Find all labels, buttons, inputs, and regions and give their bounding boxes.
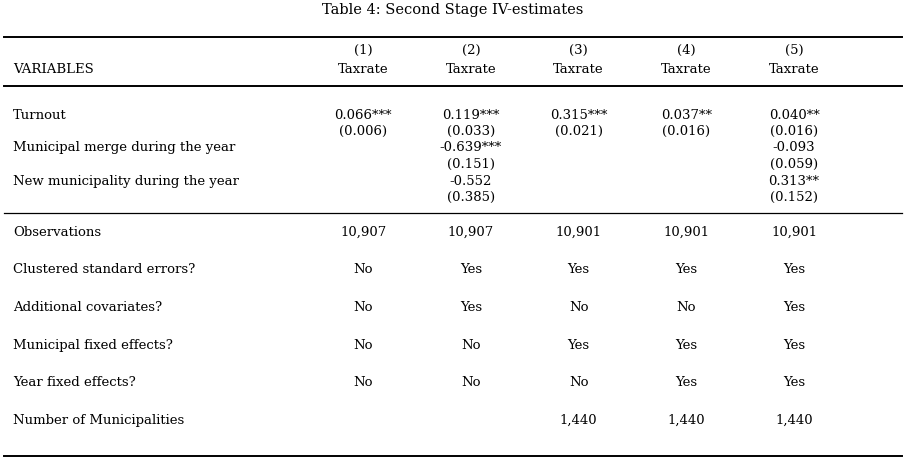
Text: 0.119***: 0.119***: [442, 109, 499, 122]
Text: 0.066***: 0.066***: [334, 109, 392, 122]
Text: VARIABLES: VARIABLES: [14, 63, 94, 76]
Text: (0.021): (0.021): [554, 125, 602, 138]
Text: Yes: Yes: [783, 263, 805, 276]
Text: No: No: [353, 301, 373, 314]
Text: Yes: Yes: [568, 263, 590, 276]
Text: No: No: [353, 377, 373, 390]
Text: Yes: Yes: [675, 263, 698, 276]
Text: 10,901: 10,901: [555, 226, 602, 239]
Text: Yes: Yes: [783, 377, 805, 390]
Text: (2): (2): [462, 44, 480, 57]
Text: (0.033): (0.033): [447, 125, 495, 138]
Text: (0.152): (0.152): [770, 191, 818, 204]
Text: Taxrate: Taxrate: [661, 63, 712, 76]
Text: -0.093: -0.093: [773, 141, 815, 154]
Text: 1,440: 1,440: [776, 414, 813, 427]
Text: No: No: [461, 377, 481, 390]
Text: (0.016): (0.016): [662, 125, 710, 138]
Text: (3): (3): [569, 44, 588, 57]
Text: Municipal fixed effects?: Municipal fixed effects?: [14, 339, 173, 352]
Text: 10,907: 10,907: [340, 226, 386, 239]
Text: No: No: [569, 301, 588, 314]
Text: Taxrate: Taxrate: [446, 63, 496, 76]
Text: New municipality during the year: New municipality during the year: [14, 175, 239, 188]
Text: Yes: Yes: [675, 377, 698, 390]
Text: Yes: Yes: [783, 339, 805, 352]
Text: No: No: [569, 377, 588, 390]
Text: Taxrate: Taxrate: [769, 63, 819, 76]
Text: Turnout: Turnout: [14, 109, 67, 122]
Text: Observations: Observations: [14, 226, 101, 239]
Text: 0.315***: 0.315***: [550, 109, 607, 122]
Text: Taxrate: Taxrate: [338, 63, 389, 76]
Text: Table 4: Second Stage IV-estimates: Table 4: Second Stage IV-estimates: [323, 3, 583, 17]
Text: Yes: Yes: [675, 339, 698, 352]
Text: Yes: Yes: [460, 263, 482, 276]
Text: (0.006): (0.006): [339, 125, 387, 138]
Text: 1,440: 1,440: [560, 414, 597, 427]
Text: Yes: Yes: [568, 339, 590, 352]
Text: 10,901: 10,901: [771, 226, 817, 239]
Text: 1,440: 1,440: [668, 414, 705, 427]
Text: Yes: Yes: [460, 301, 482, 314]
Text: No: No: [461, 339, 481, 352]
Text: (4): (4): [677, 44, 696, 57]
Text: Number of Municipalities: Number of Municipalities: [14, 414, 185, 427]
Text: 0.313**: 0.313**: [768, 175, 820, 188]
Text: (1): (1): [354, 44, 372, 57]
Text: -0.639***: -0.639***: [439, 141, 502, 154]
Text: 10,907: 10,907: [448, 226, 494, 239]
Text: -0.552: -0.552: [449, 175, 492, 188]
Text: 0.040**: 0.040**: [768, 109, 820, 122]
Text: No: No: [677, 301, 696, 314]
Text: Taxrate: Taxrate: [554, 63, 604, 76]
Text: (5): (5): [785, 44, 804, 57]
Text: Yes: Yes: [783, 301, 805, 314]
Text: (0.059): (0.059): [770, 158, 818, 171]
Text: 10,901: 10,901: [663, 226, 709, 239]
Text: Year fixed effects?: Year fixed effects?: [14, 377, 136, 390]
Text: 0.037**: 0.037**: [660, 109, 712, 122]
Text: Additional covariates?: Additional covariates?: [14, 301, 162, 314]
Text: Municipal merge during the year: Municipal merge during the year: [14, 141, 236, 154]
Text: (0.016): (0.016): [770, 125, 818, 138]
Text: No: No: [353, 263, 373, 276]
Text: (0.151): (0.151): [447, 158, 495, 171]
Text: (0.385): (0.385): [447, 191, 495, 204]
Text: Clustered standard errors?: Clustered standard errors?: [14, 263, 196, 276]
Text: No: No: [353, 339, 373, 352]
